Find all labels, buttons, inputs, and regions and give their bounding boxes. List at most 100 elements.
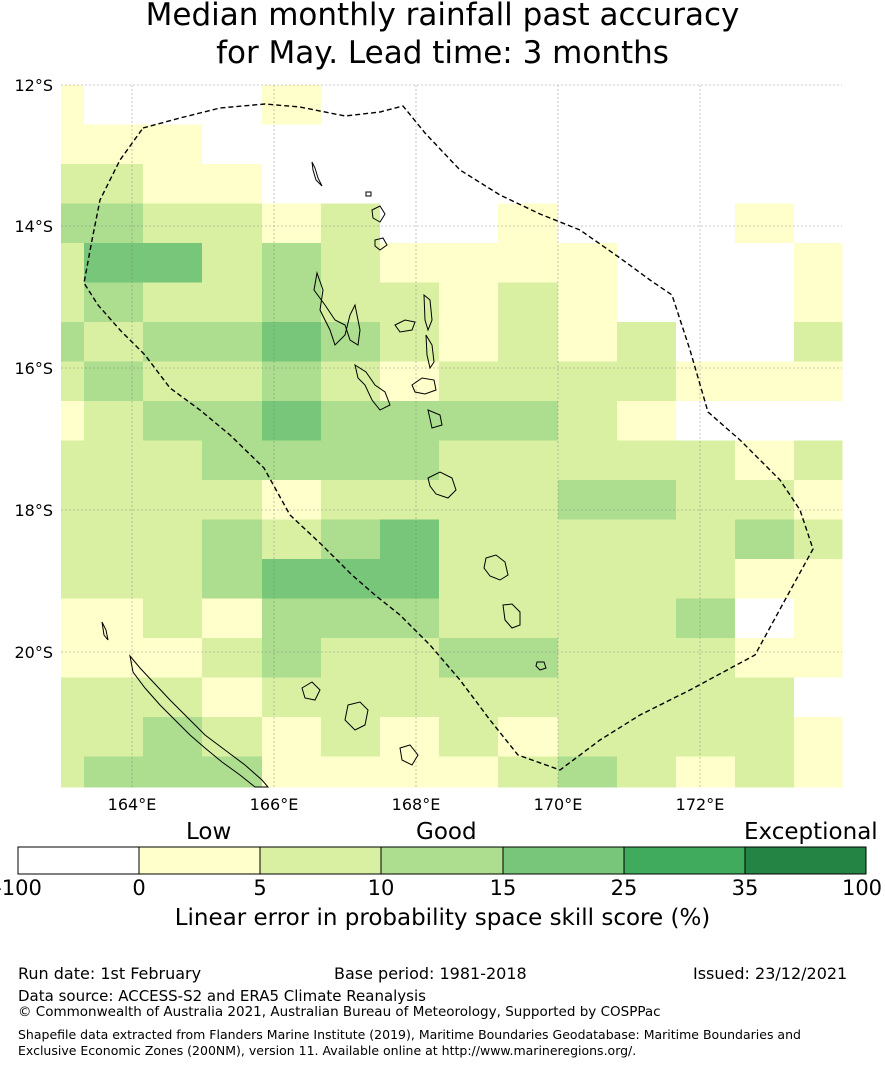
skill-cell — [735, 717, 795, 757]
skill-cell — [676, 559, 736, 599]
skill-cell — [735, 401, 795, 441]
skill-cell — [676, 85, 736, 125]
skill-cell — [262, 480, 322, 520]
skill-cell — [558, 85, 618, 125]
island-belep — [101, 621, 109, 641]
skill-cell — [676, 164, 736, 204]
skill-cell — [143, 243, 203, 283]
skill-cell — [498, 401, 559, 441]
skill-cell — [321, 638, 381, 678]
skill-cell — [84, 164, 144, 204]
base-period: Base period: 1981-2018 — [334, 964, 527, 983]
skill-cell — [321, 401, 381, 441]
skill-cell — [794, 361, 843, 402]
skill-cell — [676, 677, 736, 718]
skill-cell — [498, 480, 559, 520]
skill-cell — [84, 638, 144, 678]
skill-cell — [498, 282, 559, 323]
island-torres-1 — [311, 161, 323, 187]
skill-cell — [84, 401, 144, 441]
title-line-2: for May. Lead time: 3 months — [216, 35, 669, 71]
island-loyalty-3 — [399, 744, 419, 766]
skill-cell — [676, 756, 736, 788]
skill-cell — [735, 203, 795, 244]
lat-label-20s: 20°S — [14, 643, 53, 662]
skill-cell — [498, 124, 559, 165]
skill-cell — [735, 243, 795, 283]
skill-cell — [321, 717, 381, 757]
skill-cell — [794, 480, 843, 520]
skill-cell — [262, 243, 322, 283]
skill-cell — [558, 243, 618, 283]
island-epi — [427, 409, 443, 429]
skill-cell — [262, 559, 322, 599]
skill-cell — [676, 203, 736, 244]
skill-cell — [735, 677, 795, 718]
colorbar-label: Linear error in probability space skill … — [174, 905, 711, 931]
skill-cell — [794, 124, 843, 165]
skill-cell — [676, 401, 736, 441]
skill-cell — [617, 124, 677, 165]
skill-cell — [380, 638, 440, 678]
skill-cell — [617, 361, 677, 402]
skill-cell — [676, 519, 736, 560]
skill-cell — [84, 282, 144, 323]
skill-cell — [262, 322, 322, 362]
skill-cell — [617, 677, 677, 718]
island-loyalty-2 — [301, 681, 321, 701]
skill-cell — [61, 598, 85, 639]
colorbar-tick-10: 10 — [367, 876, 395, 900]
skill-cell — [84, 440, 144, 481]
skill-cell — [558, 519, 618, 560]
skill-cell — [498, 322, 559, 362]
island-malekula — [354, 363, 391, 411]
island-banks-2 — [374, 237, 388, 251]
skill-cell — [202, 361, 263, 402]
skill-cell — [439, 401, 499, 441]
run-date: Run date: 1st February — [18, 964, 202, 983]
skill-cell — [380, 124, 440, 165]
skill-grid — [61, 85, 843, 788]
skill-cell — [61, 756, 85, 788]
skill-cell — [262, 282, 322, 323]
lon-label-168e: 168°E — [392, 795, 441, 814]
skill-cell — [143, 203, 203, 244]
skill-cell — [498, 243, 559, 283]
skill-cell — [558, 638, 618, 678]
skill-cell — [498, 677, 559, 718]
skill-cell — [321, 322, 381, 362]
skill-cell — [321, 164, 381, 204]
skill-cell — [558, 559, 618, 599]
island-outlines — [101, 161, 547, 788]
skill-cell — [61, 480, 85, 520]
skill-cell — [735, 164, 795, 204]
skill-cell — [676, 282, 736, 323]
skill-cell — [439, 559, 499, 599]
skill-cell — [617, 756, 677, 788]
skill-cell — [61, 203, 85, 244]
skill-cell — [676, 124, 736, 165]
skill-cell — [262, 203, 322, 244]
skill-cell — [794, 401, 843, 441]
skill-cell — [61, 440, 85, 481]
skill-cell — [143, 598, 203, 639]
colorbar-tick-neg100: -100 — [0, 876, 42, 900]
skill-cell — [558, 440, 618, 481]
skill-cell — [735, 559, 795, 599]
skill-cell — [617, 519, 677, 560]
skill-cell — [617, 164, 677, 204]
skill-cell — [558, 124, 618, 165]
skill-cell — [380, 203, 440, 244]
skill-cell — [143, 124, 203, 165]
skill-cell — [61, 164, 85, 204]
skill-cell — [558, 401, 618, 441]
skill-cell — [143, 756, 203, 788]
longitude-labels: 164°E 166°E 168°E 170°E 172°E — [108, 795, 725, 814]
skill-cell — [676, 638, 736, 678]
skill-cell — [735, 322, 795, 362]
skill-cell — [262, 440, 322, 481]
skill-cell — [735, 756, 795, 788]
skill-cell — [558, 361, 618, 402]
skill-cell — [143, 480, 203, 520]
skill-cell — [380, 243, 440, 283]
